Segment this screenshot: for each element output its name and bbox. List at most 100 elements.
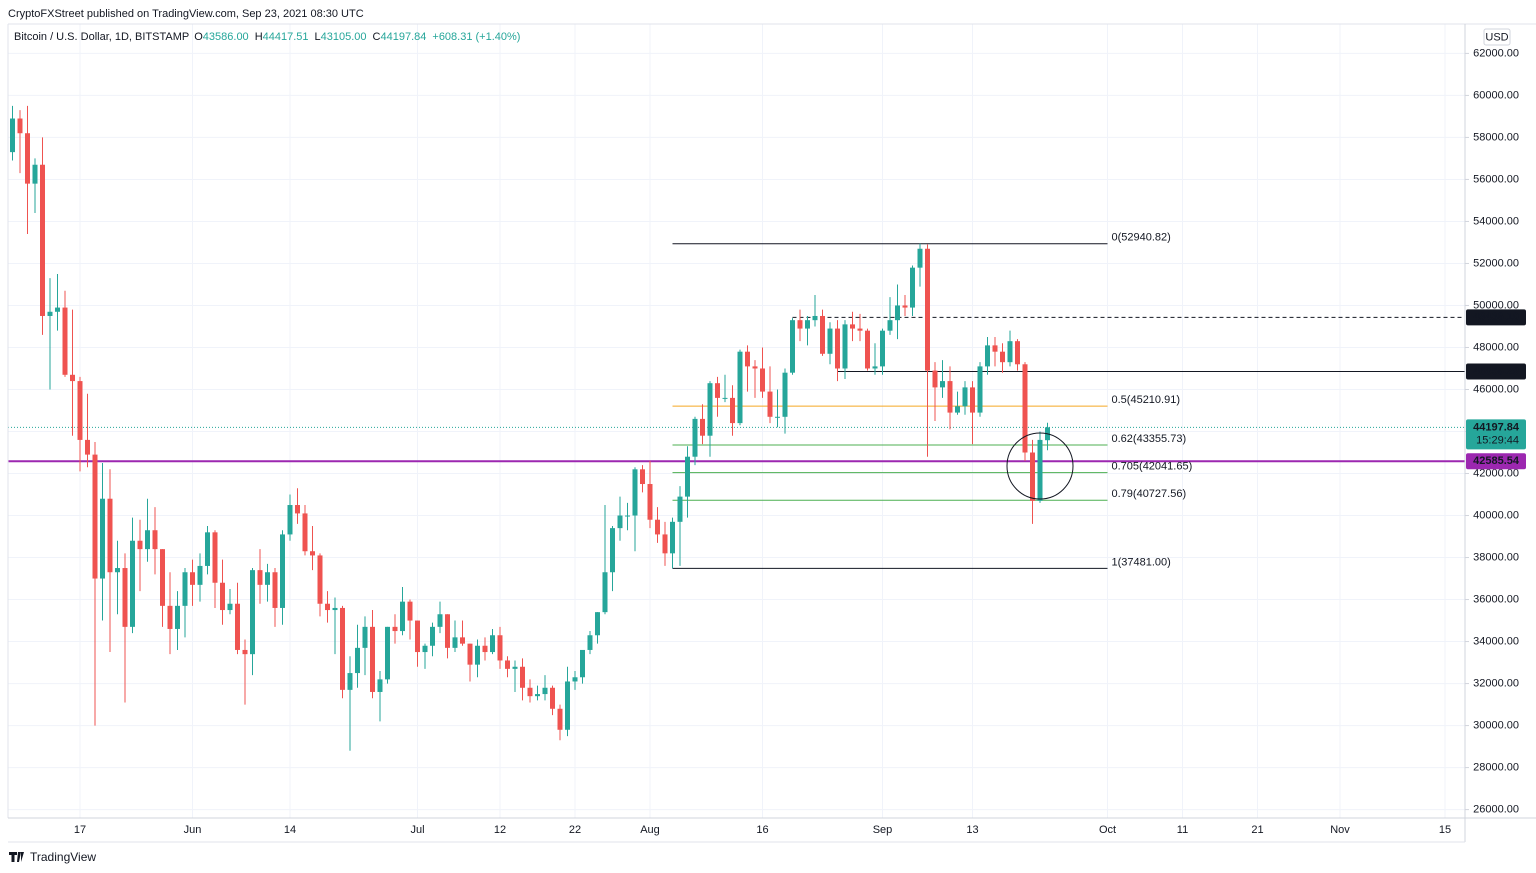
fib-label: 0.5(45210.91) <box>1112 394 1181 406</box>
candle-body <box>400 601 405 632</box>
candle-body <box>917 248 923 268</box>
countdown: 15:29:44 <box>1476 434 1519 446</box>
y-tick-label: 30000.00 <box>1473 719 1519 731</box>
candle-body <box>220 582 225 611</box>
candle-body <box>62 307 68 375</box>
legend-symbol: Bitcoin / U.S. Dollar, 1D, BITSTAMP <box>14 31 189 43</box>
candle-body <box>797 320 803 329</box>
candle-body <box>212 532 218 583</box>
candle-body <box>602 572 608 613</box>
candle-body <box>910 267 915 308</box>
candle-body <box>715 383 720 398</box>
x-tick-label: Oct <box>1099 824 1116 836</box>
candle-body <box>287 505 293 535</box>
price-tag <box>1466 363 1526 380</box>
candle-body <box>737 351 743 424</box>
y-tick-label: 58000.00 <box>1473 131 1519 143</box>
candle-body <box>647 484 653 520</box>
candle-body <box>722 397 728 399</box>
candle-body <box>130 540 135 627</box>
candle-body <box>355 647 360 674</box>
legend-key: H <box>255 31 263 43</box>
x-tick-label: 15 <box>1439 824 1451 836</box>
y-tick-label: 32000.00 <box>1473 677 1519 689</box>
candle-body <box>550 687 555 709</box>
candle-body <box>70 374 75 382</box>
candle-body <box>55 307 60 312</box>
candle-body <box>175 605 180 629</box>
candle-body <box>857 328 863 331</box>
candle-body <box>145 530 150 550</box>
x-tick-label: 21 <box>1251 824 1263 836</box>
x-tick-label: 13 <box>966 824 978 836</box>
x-tick-label: 22 <box>569 824 581 836</box>
y-tick-label: 52000.00 <box>1473 257 1519 269</box>
candle-body <box>587 635 593 650</box>
candle-body <box>902 305 908 308</box>
candle-body <box>152 530 158 550</box>
candle-body <box>595 612 600 636</box>
candle-body <box>100 498 105 579</box>
legend-key: C <box>373 31 381 43</box>
footer: TradingView <box>30 850 96 864</box>
candle-body <box>925 248 930 371</box>
candle-body <box>452 637 458 648</box>
price-tag <box>1466 419 1526 450</box>
candle-body <box>872 366 878 369</box>
candle-body <box>265 572 270 585</box>
candle-body <box>362 626 368 648</box>
candle-body <box>392 626 398 632</box>
candle-body <box>520 666 525 688</box>
x-tick-label: 12 <box>494 824 506 836</box>
candle-body <box>865 330 870 369</box>
legend: Bitcoin / U.S. Dollar, 1D, BITSTAMP O4358… <box>14 31 520 43</box>
candle-body <box>250 570 255 655</box>
candle-body <box>842 324 848 369</box>
candle-body <box>280 534 285 608</box>
candle-body <box>955 406 960 413</box>
price-tag-label: 46856.29 <box>1473 365 1519 377</box>
candle-body <box>850 324 855 329</box>
legend-key: O <box>194 31 203 43</box>
candle-body <box>992 345 998 352</box>
candle-body <box>580 649 585 678</box>
candle-body <box>385 626 390 680</box>
y-tick-label: 48000.00 <box>1473 341 1519 353</box>
y-tick-label: 26000.00 <box>1473 804 1519 816</box>
y-tick-label: 40000.00 <box>1473 509 1519 521</box>
candle-body <box>527 687 533 697</box>
candle-body <box>535 694 540 697</box>
y-tick-label: 60000.00 <box>1473 89 1519 101</box>
candle-body <box>160 549 165 606</box>
candle-body <box>730 397 735 424</box>
fib-label: 0.62(43355.73) <box>1112 433 1187 445</box>
candle-body <box>25 133 30 184</box>
circle-annotation <box>1006 432 1074 500</box>
candle-body <box>572 677 578 682</box>
y-tick-label: 42000.00 <box>1473 467 1519 479</box>
candle-body <box>790 320 795 373</box>
candle-body <box>610 528 615 573</box>
candle-body <box>317 555 323 604</box>
candle-body <box>122 568 128 627</box>
candle-body <box>205 532 210 566</box>
candle-body <box>197 565 203 585</box>
candle-body <box>482 645 488 653</box>
fib-label: 0.79(40727.56) <box>1112 488 1187 500</box>
candle-body <box>805 320 810 329</box>
candle-body <box>235 603 240 650</box>
legend-key: L <box>315 31 321 43</box>
candle-body <box>32 164 38 184</box>
candle-body <box>1037 439 1043 501</box>
candle-body <box>1007 341 1013 363</box>
candle-body <box>377 679 383 692</box>
x-tick-label: Jun <box>184 824 202 836</box>
candle-body <box>782 372 788 417</box>
candle-body <box>1022 364 1028 453</box>
y-tick-label: 50000.00 <box>1473 299 1519 311</box>
legend-value: 44417.51 <box>263 31 309 43</box>
candle-body <box>700 418 705 436</box>
candle-body <box>932 370 938 388</box>
y-tick-label: 28000.00 <box>1473 761 1519 773</box>
candle-body <box>467 643 473 665</box>
